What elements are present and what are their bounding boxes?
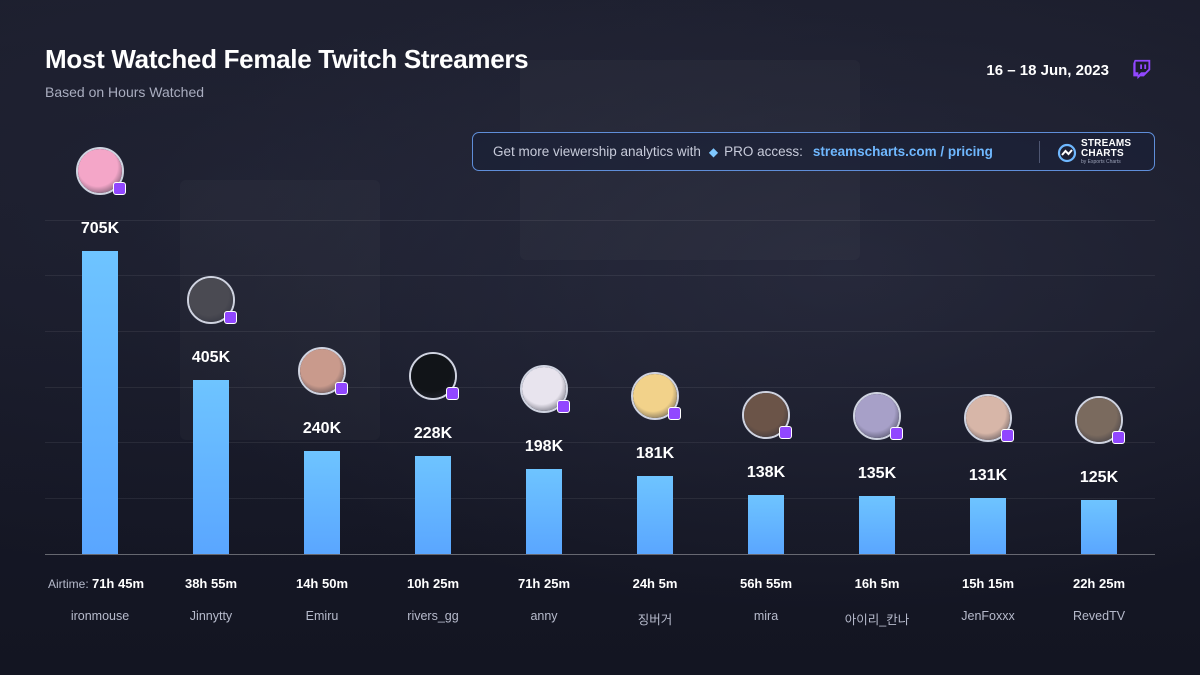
promo-divider [1039, 141, 1040, 163]
bar-4 [526, 469, 562, 554]
airtime-label: Airtime: [48, 577, 89, 591]
streamer-avatar[interactable] [187, 276, 237, 324]
gridline [45, 442, 1155, 443]
logo-text-by: by Esports Charts [1081, 159, 1121, 165]
bar-value-label: 228K [413, 425, 453, 442]
streamer-name: JenFoxxx [961, 609, 1015, 623]
airtime-value: 14h 50m [295, 576, 349, 591]
gridline [45, 498, 1155, 499]
streams-charts-logo-icon [1057, 143, 1077, 162]
streamer-avatar[interactable] [964, 394, 1014, 442]
airtime-value: 15h 15m [961, 576, 1015, 591]
diamond-icon: ◆ [708, 144, 719, 159]
bar-value-label: 405K [191, 349, 231, 366]
twitch-badge-icon [224, 311, 237, 324]
streamer-name: rivers_gg [407, 609, 459, 623]
bar-2 [304, 451, 340, 554]
bar-5 [637, 476, 673, 554]
twitch-badge-icon [113, 182, 126, 195]
bar-value-label: 181K [635, 445, 675, 462]
streams-charts-logo: STREAMS CHARTS by Esports Charts [1057, 139, 1131, 166]
twitch-badge-icon [335, 382, 348, 395]
streamer-name: mira [753, 609, 779, 623]
bar-value-label: 131K [968, 467, 1008, 484]
bar-3 [415, 456, 451, 554]
twitch-badge-icon [557, 400, 570, 413]
airtime-value: 10h 25m [406, 576, 460, 591]
logo-text-charts: CHARTS [1081, 148, 1124, 159]
promo-banner[interactable]: Get more viewership analytics with ◆ PRO… [472, 132, 1155, 171]
twitch-logo-icon [1133, 59, 1151, 80]
chart-subtitle: Based on Hours Watched [45, 84, 205, 100]
bar-value-label: 135K [857, 465, 897, 482]
x-axis-baseline [45, 554, 1155, 555]
twitch-badge-icon [890, 427, 903, 440]
streamer-avatar[interactable] [631, 372, 681, 420]
streamer-avatar[interactable] [298, 347, 348, 395]
gridline [45, 275, 1155, 276]
streamer-name: ironmouse [70, 609, 130, 623]
airtime-value: 38h 55m [184, 576, 238, 591]
airtime-value: 24h 5m [632, 576, 678, 591]
promo-text-pro: PRO access: [724, 144, 803, 159]
bar-value-label: 138K [746, 464, 786, 481]
twitch-badge-icon [1112, 431, 1125, 444]
bar-value-label: 125K [1079, 469, 1119, 486]
streamer-name: 아이리_칸나 [844, 613, 910, 627]
streamer-avatar[interactable] [409, 352, 459, 400]
bar-8 [970, 498, 1006, 554]
twitch-badge-icon [446, 387, 459, 400]
airtime-value: 71h 25m [517, 576, 571, 591]
bar-value-label: 198K [524, 438, 564, 455]
airtime-value: 22h 25m [1072, 576, 1126, 591]
airtime-value: 71h 45m [91, 576, 145, 591]
promo-text: Get more viewership analytics with [493, 144, 701, 159]
chart-title: Most Watched Female Twitch Streamers [45, 44, 529, 74]
bar-1 [193, 380, 229, 554]
date-range: 16 – 18 Jun, 2023 [986, 62, 1109, 79]
twitch-badge-icon [668, 407, 681, 420]
streamer-name: 징버거 [637, 613, 673, 627]
gridline [45, 387, 1155, 388]
streamer-name: anny [530, 609, 558, 623]
streamer-avatar[interactable] [520, 365, 570, 413]
logo-text-streams: STREAMS [1081, 138, 1132, 149]
streamer-avatar[interactable] [76, 147, 126, 195]
bar-value-label: 705K [80, 220, 120, 237]
bar-6 [748, 495, 784, 554]
twitch-badge-icon [1001, 429, 1014, 442]
bar-7 [859, 496, 895, 554]
bar-0 [82, 251, 118, 554]
streamer-name: Emiru [305, 609, 339, 623]
bar-value-label: 240K [302, 420, 342, 437]
streamer-avatar[interactable] [1075, 396, 1125, 444]
twitch-badge-icon [779, 426, 792, 439]
airtime-value: 56h 55m [739, 576, 793, 591]
streamer-avatar[interactable] [742, 391, 792, 439]
airtime-value: 16h 5m [854, 576, 900, 591]
streamer-name: RevedTV [1072, 609, 1126, 623]
gridline [45, 331, 1155, 332]
gridline [45, 220, 1155, 221]
pricing-link[interactable]: streamscharts.com / pricing [812, 144, 993, 159]
bar-9 [1081, 500, 1117, 554]
streamer-avatar[interactable] [853, 392, 903, 440]
streamer-name: Jinnytty [189, 609, 233, 623]
